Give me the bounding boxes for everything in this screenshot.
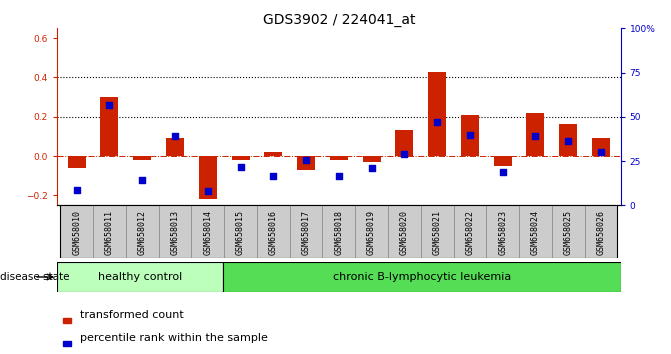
Bar bbox=[552, 205, 584, 258]
Bar bbox=[134, 156, 151, 160]
Text: GSM658014: GSM658014 bbox=[203, 210, 212, 255]
Bar bbox=[395, 130, 413, 156]
Text: GSM658010: GSM658010 bbox=[72, 210, 81, 255]
Point bbox=[268, 173, 278, 179]
Bar bbox=[191, 205, 224, 258]
Text: GSM658013: GSM658013 bbox=[170, 210, 180, 255]
Text: transformed count: transformed count bbox=[80, 310, 183, 320]
Text: GSM658025: GSM658025 bbox=[564, 210, 573, 255]
Text: GSM658015: GSM658015 bbox=[236, 210, 245, 255]
Point bbox=[399, 151, 410, 157]
Text: GSM658017: GSM658017 bbox=[301, 210, 311, 255]
Text: GSM658019: GSM658019 bbox=[367, 210, 376, 255]
Bar bbox=[158, 205, 191, 258]
Bar bbox=[388, 205, 421, 258]
Bar bbox=[199, 156, 217, 199]
Point bbox=[301, 157, 311, 163]
Bar bbox=[421, 205, 454, 258]
Text: GSM658011: GSM658011 bbox=[105, 210, 114, 255]
Bar bbox=[93, 205, 126, 258]
Point bbox=[104, 103, 115, 108]
Bar bbox=[330, 156, 348, 160]
Bar bbox=[290, 205, 323, 258]
Bar bbox=[166, 138, 184, 156]
Point bbox=[235, 164, 246, 170]
Point bbox=[530, 133, 541, 139]
Bar bbox=[231, 156, 250, 160]
Bar bbox=[62, 341, 71, 346]
Point bbox=[71, 188, 82, 193]
Bar bbox=[486, 205, 519, 258]
Text: percentile rank within the sample: percentile rank within the sample bbox=[80, 333, 268, 343]
Point bbox=[563, 138, 574, 144]
Text: GSM658022: GSM658022 bbox=[466, 210, 474, 255]
Text: GSM658020: GSM658020 bbox=[400, 210, 409, 255]
Point bbox=[137, 177, 148, 183]
Bar bbox=[527, 113, 544, 156]
Bar bbox=[68, 156, 86, 168]
Text: GSM658016: GSM658016 bbox=[269, 210, 278, 255]
Point bbox=[464, 132, 475, 137]
Bar bbox=[494, 156, 512, 166]
Bar bbox=[362, 156, 380, 162]
Text: GSM658021: GSM658021 bbox=[433, 210, 442, 255]
Point bbox=[497, 169, 508, 175]
Point bbox=[432, 119, 443, 125]
Point bbox=[366, 165, 377, 171]
Bar bbox=[584, 205, 617, 258]
Bar bbox=[297, 156, 315, 170]
Point bbox=[596, 149, 607, 155]
Text: GSM658018: GSM658018 bbox=[334, 210, 344, 255]
Bar bbox=[224, 205, 257, 258]
Bar bbox=[454, 205, 486, 258]
Text: GSM658023: GSM658023 bbox=[498, 210, 507, 255]
Text: healthy control: healthy control bbox=[98, 272, 182, 282]
Bar bbox=[57, 262, 223, 292]
Bar bbox=[355, 205, 388, 258]
Point bbox=[203, 188, 213, 194]
Bar bbox=[428, 72, 446, 156]
Bar bbox=[60, 205, 93, 258]
Text: GSM658024: GSM658024 bbox=[531, 210, 540, 255]
Bar bbox=[592, 138, 610, 156]
Bar bbox=[323, 205, 355, 258]
Text: disease state: disease state bbox=[0, 272, 70, 282]
Bar bbox=[223, 262, 621, 292]
Bar bbox=[257, 205, 290, 258]
Bar bbox=[461, 115, 479, 156]
Bar bbox=[559, 124, 577, 156]
Bar bbox=[264, 152, 282, 156]
Point bbox=[170, 133, 180, 139]
Bar bbox=[126, 205, 158, 258]
Text: GSM658012: GSM658012 bbox=[138, 210, 147, 255]
Bar bbox=[519, 205, 552, 258]
Bar bbox=[62, 319, 71, 323]
Title: GDS3902 / 224041_at: GDS3902 / 224041_at bbox=[262, 13, 415, 27]
Bar bbox=[101, 97, 119, 156]
Point bbox=[333, 173, 344, 179]
Text: GSM658026: GSM658026 bbox=[597, 210, 605, 255]
Text: chronic B-lymphocytic leukemia: chronic B-lymphocytic leukemia bbox=[333, 272, 511, 282]
